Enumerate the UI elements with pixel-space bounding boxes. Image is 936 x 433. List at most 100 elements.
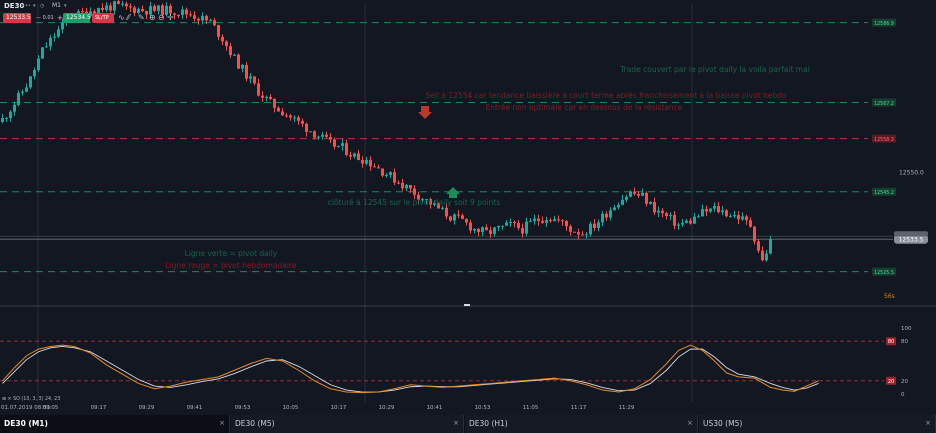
candle-body: [525, 221, 528, 234]
candle-body: [265, 96, 268, 98]
sl-tp-button[interactable]: SL/TP: [92, 13, 114, 23]
close-icon[interactable]: ×: [453, 419, 459, 427]
zoom-out-icon[interactable]: ⊖: [158, 13, 165, 22]
close-icon[interactable]: ×: [219, 419, 225, 427]
candle-body: [45, 46, 48, 48]
tab-us30-m5[interactable]: US30 (M5) ×: [699, 415, 936, 433]
candle-body: [337, 145, 340, 147]
candle-body: [717, 206, 720, 213]
candle-body: [733, 215, 736, 217]
ask-price-badge: [894, 231, 928, 237]
candle-body: [149, 6, 152, 15]
candle-body: [61, 22, 64, 30]
price-chart[interactable]: 12586.9 12567.2 12558.3 12545.2 12525.5 Trad…: [0, 0, 936, 415]
candle-body: [253, 76, 256, 84]
oscillator-level-tag: [886, 337, 896, 346]
candle-body: [193, 15, 196, 19]
candle-body: [697, 216, 700, 218]
candle-body: [401, 182, 404, 189]
candle-body: [741, 216, 744, 220]
candle-body: [177, 14, 180, 16]
candle-body: [385, 174, 388, 176]
buy-price-button[interactable]: 12534.5: [63, 13, 91, 23]
plus-icon[interactable]: +: [57, 14, 63, 22]
candle-body: [41, 47, 44, 59]
zoom-in-icon[interactable]: ⊕: [149, 13, 156, 22]
candle-body: [269, 96, 272, 99]
candle-body: [617, 204, 620, 208]
pivot-level-tag: [872, 267, 896, 276]
candle-body: [421, 199, 424, 201]
candle-body: [753, 226, 756, 242]
candle-body: [417, 194, 420, 200]
candle-body: [173, 13, 176, 15]
candle-body: [657, 210, 660, 213]
timeframe-selector[interactable]: M1: [52, 2, 61, 9]
candle-body: [769, 238, 772, 254]
oscillator-panel: 80 20 100 80 20 0 ⊞ × SO (10, 3, 3) 24, 23: [0, 326, 912, 402]
current-price-badge: [894, 234, 928, 244]
sell-price-button[interactable]: 12533.5: [3, 13, 31, 23]
candle-body: [473, 228, 476, 231]
chevron-down-icon[interactable]: ▾: [33, 3, 36, 9]
clock-icon[interactable]: ◷: [40, 3, 45, 9]
candle-body: [181, 9, 184, 15]
tab-label: DE30 (H1): [469, 419, 508, 428]
candle-body: [521, 228, 524, 234]
candle-body: [645, 192, 648, 204]
tab-de30-m1[interactable]: DE30 (M1) ×: [0, 415, 230, 433]
candle-body: [169, 5, 172, 14]
candle-body: [649, 201, 652, 204]
drawing-icon[interactable]: ✎: [138, 13, 145, 22]
crosshair-icon[interactable]: ✛: [167, 13, 174, 22]
current-price-label: 12533.5: [899, 236, 924, 243]
candle-body: [393, 172, 396, 183]
candle-body: [289, 115, 292, 118]
timeframe-chevron-icon[interactable]: ▾: [64, 3, 67, 9]
candle-body: [457, 214, 460, 216]
chart-grid: [0, 4, 936, 402]
candle-body: [429, 199, 432, 205]
candle-body: [89, 11, 92, 17]
pivot-level-label: 12525.5: [874, 270, 894, 276]
candle-body: [321, 134, 324, 137]
candle-body: [357, 153, 360, 161]
candle-body: [381, 168, 384, 176]
candle-body: [369, 160, 372, 167]
tab-label: US30 (M5): [703, 419, 743, 428]
oscillator-level-tag-label: 20: [888, 379, 894, 385]
pivot-level-label: 12558.3: [874, 137, 894, 143]
tab-de30-m5[interactable]: DE30 (M5) ×: [231, 415, 464, 433]
candle-body: [29, 76, 32, 88]
tab-label: DE30 (M1): [4, 419, 48, 428]
candle-body: [545, 220, 548, 223]
close-icon[interactable]: ×: [925, 419, 931, 427]
time-tick-label: 09:53: [235, 405, 251, 411]
candle-body: [501, 225, 504, 227]
candle-body: [245, 64, 248, 79]
time-tick-label: 10:29: [379, 405, 395, 411]
candle-body: [701, 209, 704, 217]
candle-body: [613, 207, 616, 211]
candle-body: [109, 5, 112, 11]
candle-body: [557, 219, 560, 221]
annotations: Trade couvert par le pivot daily la voil…: [165, 65, 809, 270]
line-chart-icon[interactable]: ∿: [118, 13, 125, 22]
candle-body: [509, 221, 512, 223]
indicators-icon[interactable]: ⁄⁄: [127, 13, 130, 22]
symbol-label[interactable]: DE30: [4, 2, 25, 10]
close-icon[interactable]: ×: [687, 419, 693, 427]
time-tick-label: 11:05: [523, 405, 539, 411]
time-tick-label: 10:17: [331, 405, 347, 411]
candle-body: [237, 54, 240, 69]
buy-arrow-icon: [446, 187, 460, 198]
candle-body: [341, 143, 344, 146]
tab-de30-h1[interactable]: DE30 (H1) ×: [465, 415, 698, 433]
candle-body: [581, 234, 584, 236]
time-tick-label: 09:05: [43, 405, 59, 411]
candle-body: [721, 210, 724, 213]
annotation-text: Ligne verte = pivot daily: [185, 249, 278, 258]
candle-body: [225, 41, 228, 47]
candle-body: [609, 210, 612, 218]
